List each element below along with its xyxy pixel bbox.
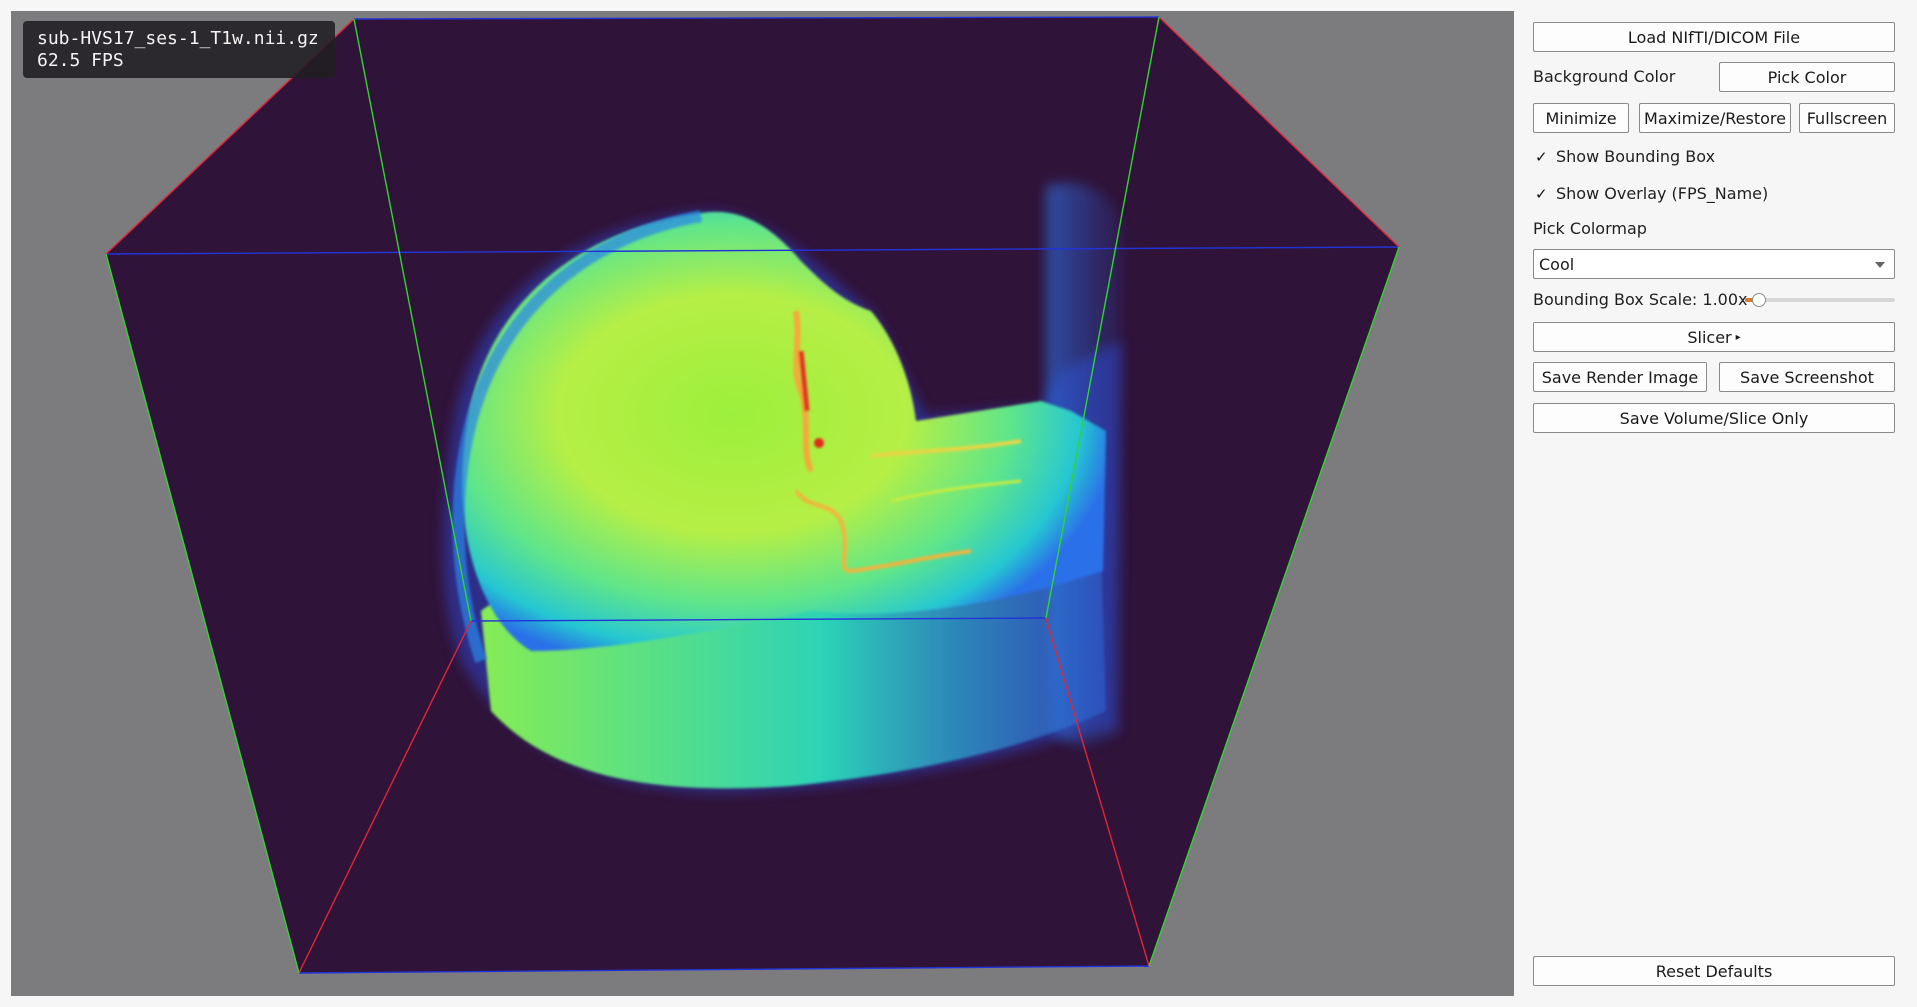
minimize-button[interactable]: Minimize [1533,103,1629,133]
render-viewport[interactable]: sub-HVS17_ses-1_T1w.nii.gz 62.5 FPS [11,11,1514,996]
pick-colormap-label: Pick Colormap [1533,219,1647,238]
slicer-button[interactable]: Slicer ▸ [1533,322,1895,352]
background-color-label: Background Color [1533,67,1676,86]
show-bounding-box-checkbox[interactable]: ✓ Show Bounding Box [1533,147,1895,169]
checkmark-icon: ✓ [1535,185,1548,203]
volume-render-scene[interactable] [11,11,1514,996]
expand-arrow-icon: ▸ [1735,331,1741,343]
save-volume-slice-button[interactable]: Save Volume/Slice Only [1533,403,1895,433]
overlay-file-name: sub-HVS17_ses-1_T1w.nii.gz [37,28,319,49]
head-volume [462,211,1107,651]
save-screenshot-button[interactable]: Save Screenshot [1719,362,1895,392]
fps-name-overlay: sub-HVS17_ses-1_T1w.nii.gz 62.5 FPS [23,21,335,78]
hotspots [793,310,1022,574]
show-overlay-label: Show Overlay (FPS_Name) [1556,184,1769,203]
chevron-down-icon [1875,262,1885,268]
bounding-box [105,16,1400,974]
pick-color-button[interactable]: Pick Color [1719,62,1895,92]
overlay-fps: 62.5 FPS [37,50,124,71]
reset-defaults-button[interactable]: Reset Defaults [1533,956,1895,986]
load-file-button[interactable]: Load NIfTI/DICOM File [1533,22,1895,52]
control-panel: Load NIfTI/DICOM File Background Color P… [1514,0,1917,1007]
colormap-dropdown[interactable]: Cool [1533,249,1895,279]
save-render-image-button[interactable]: Save Render Image [1533,362,1707,392]
maximize-restore-button[interactable]: Maximize/Restore [1639,103,1791,133]
bbox-scale-label: Bounding Box Scale: 1.00x [1533,290,1748,309]
slider-handle[interactable] [1752,293,1766,307]
checkmark-icon: ✓ [1535,148,1548,166]
show-overlay-checkbox[interactable]: ✓ Show Overlay (FPS_Name) [1533,184,1895,206]
colormap-selected-value: Cool [1539,255,1575,274]
bbox-scale-slider[interactable] [1745,293,1895,307]
show-bounding-box-label: Show Bounding Box [1556,147,1716,166]
slicer-label: Slicer [1687,327,1732,347]
fullscreen-button[interactable]: Fullscreen [1799,103,1895,133]
